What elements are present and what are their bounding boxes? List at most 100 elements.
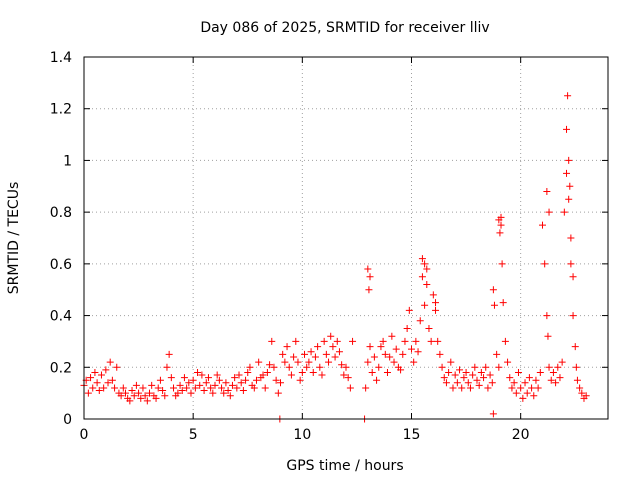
data-point xyxy=(514,368,522,376)
x-tick-label: 0 xyxy=(80,427,89,443)
data-point xyxy=(270,363,278,371)
data-point xyxy=(104,379,112,387)
data-point xyxy=(456,366,464,374)
data-point xyxy=(519,394,527,402)
data-point xyxy=(397,366,405,374)
data-point xyxy=(277,379,284,387)
x-tick-label: 15 xyxy=(403,427,421,443)
data-point xyxy=(504,358,512,366)
data-point xyxy=(329,343,337,351)
data-point xyxy=(366,343,374,351)
data-point xyxy=(342,363,350,371)
data-point xyxy=(438,363,446,371)
data-point xyxy=(113,363,121,371)
x-tick-label: 5 xyxy=(189,427,198,443)
data-point xyxy=(539,221,546,229)
data-point xyxy=(346,384,354,392)
data-point xyxy=(401,337,409,345)
data-point xyxy=(521,379,529,387)
data-point xyxy=(523,389,531,397)
data-point xyxy=(554,363,562,371)
data-point xyxy=(368,368,376,376)
data-point xyxy=(185,379,193,387)
data-point xyxy=(565,195,573,203)
data-point xyxy=(388,332,396,340)
data-point xyxy=(572,363,580,371)
data-point xyxy=(427,337,435,345)
data-point xyxy=(576,384,584,392)
y-tick-label: 0.8 xyxy=(50,205,72,221)
data-point xyxy=(130,392,138,400)
data-point xyxy=(364,358,372,366)
data-point xyxy=(259,371,267,379)
data-point xyxy=(266,361,274,369)
data-point xyxy=(305,358,313,366)
data-point xyxy=(412,337,420,345)
data-point xyxy=(126,397,134,405)
data-point xyxy=(187,389,195,397)
data-point xyxy=(207,384,215,392)
data-point xyxy=(314,343,322,351)
data-point xyxy=(375,363,383,371)
data-point xyxy=(392,345,400,353)
data-point xyxy=(534,384,542,392)
data-point xyxy=(545,208,553,216)
data-point xyxy=(97,371,105,379)
data-point xyxy=(484,384,492,392)
data-point xyxy=(135,389,143,397)
data-point xyxy=(436,350,444,358)
y-tick-label: 1.4 xyxy=(50,50,72,66)
data-point xyxy=(544,332,552,340)
data-point xyxy=(338,361,346,369)
data-point xyxy=(471,363,479,371)
data-point xyxy=(128,387,136,395)
data-point xyxy=(381,350,389,358)
data-point xyxy=(283,343,291,351)
data-point xyxy=(399,350,407,358)
data-point xyxy=(137,394,145,402)
data-point xyxy=(403,325,411,332)
data-point xyxy=(191,384,199,392)
plot-frame xyxy=(83,56,609,420)
data-point xyxy=(560,208,568,216)
data-point xyxy=(95,387,103,395)
data-point xyxy=(410,358,418,366)
data-point xyxy=(244,368,252,376)
data-point xyxy=(440,374,448,382)
data-point xyxy=(506,374,514,382)
data-point xyxy=(117,392,125,400)
x-axis-label: GPS time / hours xyxy=(286,458,403,474)
data-point xyxy=(373,376,381,384)
data-point xyxy=(508,384,516,392)
data-point xyxy=(180,374,188,382)
data-point xyxy=(482,363,490,371)
data-point xyxy=(263,368,271,376)
data-point xyxy=(512,389,520,397)
data-point xyxy=(489,286,497,294)
data-point xyxy=(466,384,474,392)
data-point xyxy=(292,337,300,345)
data-point xyxy=(563,125,571,133)
data-point xyxy=(333,337,341,345)
data-point xyxy=(497,221,505,229)
data-point xyxy=(379,337,387,345)
data-point xyxy=(320,337,328,345)
data-point xyxy=(84,389,92,397)
data-point xyxy=(377,343,385,351)
data-point xyxy=(290,353,298,361)
data-point xyxy=(408,345,415,353)
grid-lines xyxy=(84,57,608,419)
data-point xyxy=(318,371,326,379)
data-point xyxy=(294,358,302,366)
y-tick-label: 0.6 xyxy=(50,257,72,273)
data-point xyxy=(152,394,160,402)
data-point xyxy=(183,384,191,392)
data-point xyxy=(156,376,164,384)
data-point xyxy=(421,301,429,309)
data-point xyxy=(91,368,99,376)
data-point xyxy=(423,265,431,273)
data-point xyxy=(255,358,263,366)
data-point xyxy=(564,92,572,100)
y-tick-label: 0.4 xyxy=(50,309,72,325)
